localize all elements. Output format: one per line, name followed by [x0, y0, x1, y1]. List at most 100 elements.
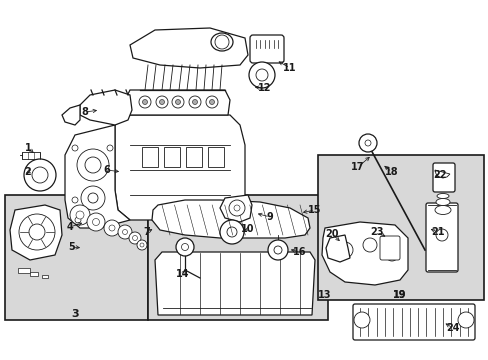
Circle shape: [122, 230, 127, 234]
Bar: [142, 147, 158, 167]
Circle shape: [76, 211, 84, 219]
Circle shape: [273, 246, 282, 254]
Text: 16: 16: [293, 247, 306, 257]
Text: 13: 13: [318, 290, 331, 300]
Text: 19: 19: [392, 290, 406, 300]
Bar: [207, 147, 224, 167]
Circle shape: [220, 220, 244, 244]
Circle shape: [435, 229, 447, 241]
Ellipse shape: [436, 194, 448, 198]
Circle shape: [362, 238, 376, 252]
Text: 23: 23: [369, 227, 383, 237]
Circle shape: [159, 99, 164, 104]
Text: 11: 11: [283, 63, 296, 73]
Circle shape: [139, 96, 151, 108]
Circle shape: [70, 205, 90, 225]
Text: 22: 22: [432, 170, 446, 180]
Bar: [148, 195, 327, 320]
Circle shape: [175, 99, 180, 104]
Circle shape: [92, 219, 99, 225]
Text: 1: 1: [24, 143, 31, 153]
FancyBboxPatch shape: [425, 203, 457, 272]
Circle shape: [81, 186, 105, 210]
FancyBboxPatch shape: [432, 163, 454, 192]
Circle shape: [72, 197, 78, 203]
Bar: [317, 155, 483, 300]
Polygon shape: [321, 222, 407, 285]
Text: 17: 17: [350, 162, 364, 172]
Bar: [22, 152, 40, 159]
Circle shape: [181, 243, 188, 251]
Bar: [30, 272, 38, 276]
Circle shape: [228, 200, 244, 216]
Circle shape: [267, 240, 287, 260]
Text: 9: 9: [266, 212, 273, 222]
Circle shape: [19, 214, 55, 250]
Polygon shape: [10, 205, 62, 260]
Text: 5: 5: [68, 242, 75, 252]
Circle shape: [248, 62, 274, 88]
Circle shape: [364, 140, 370, 146]
Circle shape: [87, 213, 105, 231]
Text: 2: 2: [24, 167, 31, 177]
Circle shape: [205, 96, 218, 108]
Circle shape: [156, 96, 168, 108]
Circle shape: [29, 224, 45, 240]
Text: 8: 8: [81, 107, 88, 117]
Circle shape: [88, 193, 98, 203]
Ellipse shape: [435, 198, 449, 206]
Circle shape: [457, 312, 473, 328]
Circle shape: [256, 69, 267, 81]
Polygon shape: [80, 90, 132, 125]
Bar: [18, 268, 30, 273]
Bar: [5, 195, 148, 320]
Circle shape: [109, 225, 115, 231]
FancyBboxPatch shape: [379, 236, 399, 260]
Circle shape: [72, 145, 78, 151]
Text: 19: 19: [392, 290, 406, 300]
Circle shape: [32, 167, 48, 183]
Circle shape: [75, 217, 81, 223]
Circle shape: [85, 157, 101, 173]
Circle shape: [104, 220, 120, 236]
Circle shape: [336, 242, 352, 258]
Polygon shape: [65, 125, 130, 228]
FancyBboxPatch shape: [249, 35, 284, 63]
Circle shape: [77, 149, 109, 181]
Polygon shape: [220, 195, 251, 222]
Circle shape: [137, 240, 147, 250]
Circle shape: [385, 249, 397, 261]
Text: 24: 24: [446, 323, 459, 333]
Text: 3: 3: [71, 309, 79, 319]
Text: 7: 7: [143, 227, 150, 237]
Polygon shape: [125, 90, 229, 115]
Circle shape: [172, 96, 183, 108]
Bar: [185, 147, 202, 167]
Text: 4: 4: [66, 222, 73, 232]
Circle shape: [353, 312, 369, 328]
Circle shape: [189, 96, 201, 108]
Bar: [163, 147, 180, 167]
Circle shape: [142, 99, 147, 104]
Circle shape: [192, 99, 197, 104]
Polygon shape: [434, 170, 449, 178]
Circle shape: [129, 232, 141, 244]
Ellipse shape: [434, 206, 450, 215]
Circle shape: [132, 235, 137, 240]
Circle shape: [215, 35, 228, 49]
Text: 21: 21: [430, 227, 444, 237]
Polygon shape: [62, 105, 80, 125]
Polygon shape: [325, 235, 349, 262]
Circle shape: [118, 225, 132, 239]
Text: 12: 12: [258, 83, 271, 93]
Text: 10: 10: [241, 224, 254, 234]
Text: 14: 14: [176, 269, 189, 279]
Circle shape: [107, 145, 113, 151]
Circle shape: [226, 227, 237, 237]
Circle shape: [234, 205, 240, 211]
Circle shape: [140, 243, 143, 247]
Polygon shape: [155, 252, 314, 315]
Circle shape: [176, 238, 194, 256]
Text: 18: 18: [385, 167, 398, 177]
Text: 6: 6: [103, 165, 110, 175]
